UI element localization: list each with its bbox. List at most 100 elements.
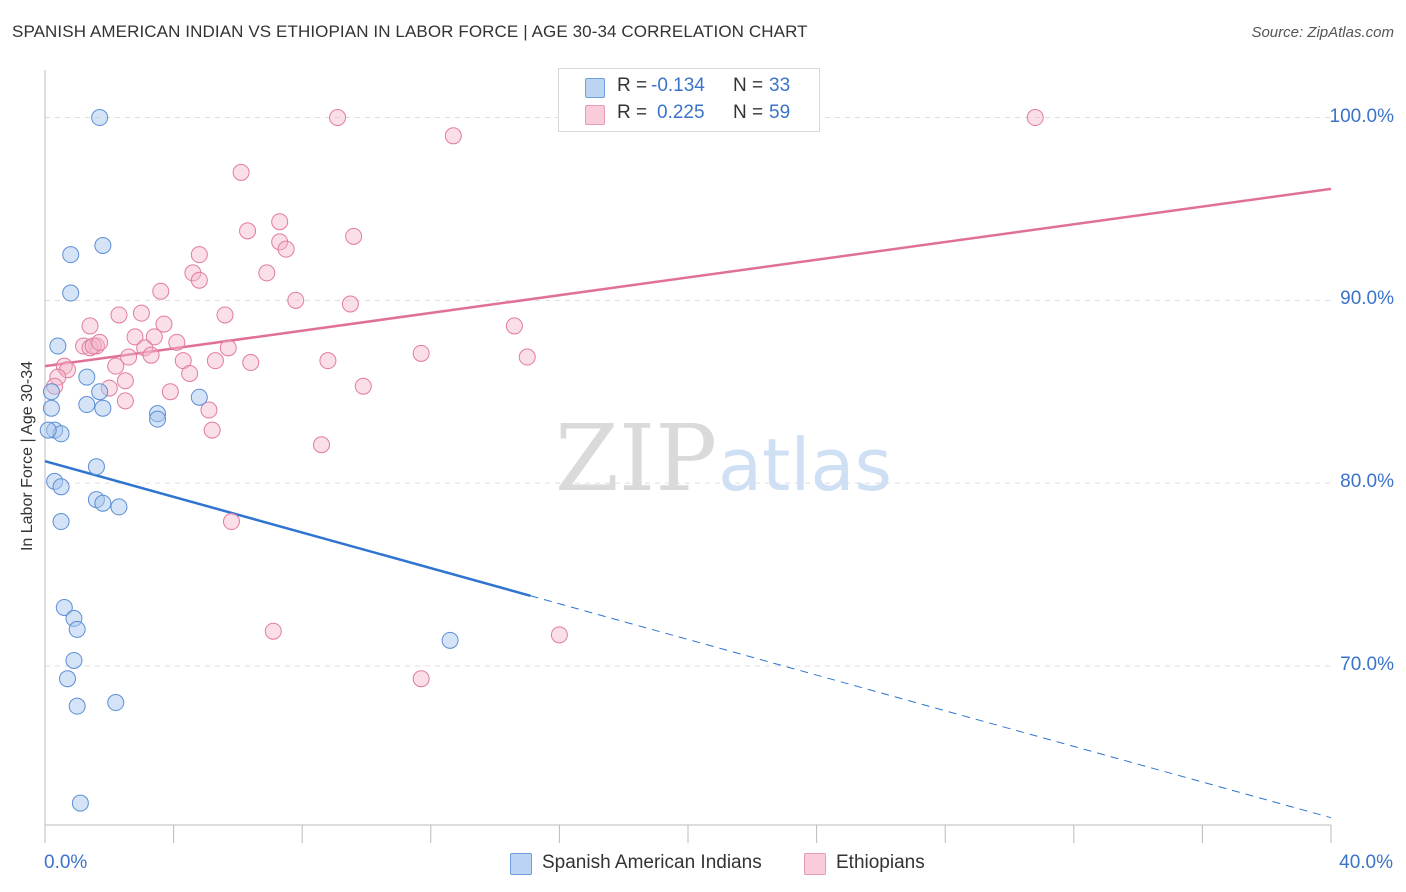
- data-point-spanish-american-indians: [62, 246, 80, 264]
- data-point-spanish-american-indians: [149, 410, 167, 428]
- y-tick-label-100: 100.0%: [1329, 105, 1394, 127]
- data-point-ethiopians: [206, 352, 224, 370]
- data-point-ethiopians: [312, 436, 330, 454]
- data-point-spanish-american-indians: [65, 651, 83, 669]
- bottom-legend-label: Ethiopians: [836, 852, 925, 873]
- legend-n-value: 59: [769, 102, 791, 123]
- data-point-spanish-american-indians: [94, 236, 112, 254]
- data-point-ethiopians: [145, 328, 163, 346]
- x-tick-label-min: 0.0%: [44, 852, 88, 873]
- data-point-spanish-american-indians: [87, 458, 105, 476]
- data-point-ethiopians: [168, 333, 186, 351]
- legend-n-label: N =: [733, 102, 764, 123]
- data-point-ethiopians: [155, 315, 173, 333]
- data-point-spanish-american-indians: [39, 421, 57, 439]
- data-point-spanish-american-indians: [68, 697, 86, 715]
- data-point-ethiopians: [91, 333, 109, 351]
- data-point-ethiopians: [319, 352, 337, 370]
- data-point-ethiopians: [190, 246, 208, 264]
- data-point-ethiopians: [142, 346, 160, 364]
- axes: [44, 70, 1332, 843]
- data-point-ethiopians: [242, 353, 260, 371]
- legend-r-label: R =: [617, 75, 648, 96]
- data-point-ethiopians: [49, 368, 67, 386]
- data-point-spanish-american-indians: [78, 396, 96, 414]
- data-point-spanish-american-indians: [49, 337, 67, 355]
- data-point-ethiopians: [203, 421, 221, 439]
- data-point-spanish-american-indians: [91, 109, 109, 127]
- legend-swatch-pink: [585, 105, 605, 125]
- data-point-spanish-american-indians: [42, 383, 60, 401]
- data-point-ethiopians: [161, 383, 179, 401]
- watermark-zip: ZIP: [555, 405, 717, 512]
- data-point-spanish-american-indians: [91, 383, 109, 401]
- data-point-ethiopians: [271, 233, 289, 251]
- data-point-ethiopians: [126, 328, 144, 346]
- data-point-ethiopians: [75, 337, 93, 355]
- data-point-ethiopians: [550, 626, 568, 644]
- data-point-ethiopians: [222, 513, 240, 531]
- watermark-atlas: atlas: [718, 423, 892, 507]
- data-point-ethiopians: [264, 622, 282, 640]
- y-axis-label: In Labor Force | Age 30-34: [19, 360, 36, 552]
- data-point-spanish-american-indians: [42, 399, 60, 417]
- y-tick-label-80: 80.0%: [1340, 471, 1394, 493]
- data-point-spanish-american-indians: [52, 478, 70, 496]
- data-point-ethiopians: [341, 295, 359, 313]
- data-point-ethiopians: [412, 670, 430, 688]
- correlation-legend: R = -0.134 N = 33 R = 0.225 N = 59: [558, 68, 820, 132]
- data-point-ethiopians: [271, 213, 289, 231]
- data-point-ethiopians: [239, 222, 257, 240]
- data-points: [39, 109, 1044, 812]
- y-tick-label-70: 70.0%: [1340, 653, 1394, 675]
- gridlines: [45, 117, 1331, 667]
- data-point-ethiopians: [1026, 109, 1044, 127]
- data-point-ethiopians: [345, 227, 363, 245]
- legend-r-value: 0.225: [657, 102, 705, 123]
- data-point-ethiopians: [190, 271, 208, 289]
- trend-lines: [44, 187, 1332, 819]
- data-point-ethiopians: [181, 364, 199, 382]
- data-point-ethiopians: [329, 109, 347, 127]
- data-point-ethiopians: [136, 339, 154, 357]
- watermark: ZIP atlas: [555, 405, 892, 512]
- data-point-spanish-american-indians: [68, 620, 86, 638]
- data-point-spanish-american-indians: [78, 368, 96, 386]
- data-point-ethiopians: [216, 306, 234, 324]
- data-point-ethiopians: [219, 339, 237, 357]
- source-label: Source: ZipAtlas.com: [1251, 24, 1394, 41]
- data-point-spanish-american-indians: [94, 494, 112, 512]
- data-point-ethiopians: [232, 163, 250, 181]
- data-point-ethiopians: [444, 127, 462, 145]
- bottom-legend-label: Spanish American Indians: [542, 852, 762, 873]
- legend-n-label: N =: [733, 75, 764, 96]
- data-point-spanish-american-indians: [71, 794, 89, 812]
- data-point-ethiopians: [81, 317, 99, 335]
- data-point-spanish-american-indians: [110, 498, 128, 516]
- data-point-spanish-american-indians: [190, 388, 208, 406]
- data-point-spanish-american-indians: [52, 513, 70, 531]
- data-point-ethiopians: [277, 240, 295, 258]
- data-point-ethiopians: [116, 392, 134, 410]
- data-point-ethiopians: [518, 348, 536, 366]
- data-point-spanish-american-indians: [59, 670, 77, 688]
- legend-n-value: 33: [769, 75, 791, 96]
- trend-line-extension-spanish-american-indians: [530, 595, 1332, 819]
- data-point-ethiopians: [120, 348, 138, 366]
- x-tick-label-max: 40.0%: [1339, 852, 1393, 873]
- legend-r-value: -0.134: [651, 75, 705, 96]
- chart-title: SPANISH AMERICAN INDIAN VS ETHIOPIAN IN …: [12, 22, 808, 41]
- trend-line-spanish-american-indians: [44, 460, 531, 597]
- data-point-ethiopians: [132, 304, 150, 322]
- data-point-ethiopians: [107, 357, 125, 375]
- legend-r-label: R =: [617, 102, 648, 123]
- data-point-ethiopians: [116, 372, 134, 390]
- data-point-spanish-american-indians: [441, 631, 459, 649]
- data-point-spanish-american-indians: [107, 694, 125, 712]
- data-point-ethiopians: [258, 264, 276, 282]
- data-point-ethiopians: [152, 282, 170, 300]
- data-point-spanish-american-indians: [62, 284, 80, 302]
- data-point-ethiopians: [412, 344, 430, 362]
- trend-line-ethiopians: [44, 187, 1332, 368]
